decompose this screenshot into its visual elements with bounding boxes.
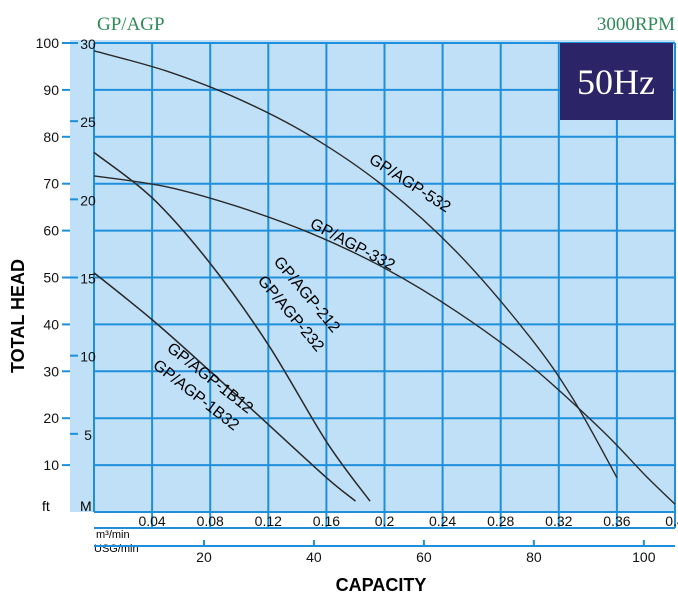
- chart-right-title: 3000RPM: [597, 14, 675, 35]
- chart-left-title: GP/AGP: [97, 14, 165, 35]
- x-axis-label: CAPACITY: [336, 575, 427, 595]
- curve-gp-agp-232: [93, 151, 371, 502]
- x-tick-label: 0.28: [487, 513, 514, 529]
- y-tick-label-m: 15: [80, 271, 96, 287]
- y-tick-label-ft: 30: [43, 363, 59, 379]
- x-tick-label: 0.16: [313, 513, 340, 529]
- y-tick-label-ft: 80: [43, 129, 59, 145]
- curve-gp-agp-1b32: [93, 272, 356, 502]
- curve-gp-agp-532: [93, 50, 618, 478]
- y-tick-label-m: 20: [80, 192, 96, 208]
- usg-tick-label: 40: [306, 549, 322, 565]
- y-tick-label-ft: 90: [43, 82, 59, 98]
- y-tick-label-ft: 10: [43, 457, 59, 473]
- y-tick-label-m: 25: [80, 114, 96, 130]
- usg-tick-label: 100: [632, 549, 656, 565]
- usg-tick-label: 20: [196, 549, 212, 565]
- x-tick-label: 0.04: [138, 513, 165, 529]
- y-ticks-m: 5 10 15 20 25 30: [70, 36, 96, 443]
- y-tick-label-ft: 50: [43, 270, 59, 286]
- x-tick-label: 0.4: [665, 513, 678, 529]
- y-axis-label: TOTAL HEAD: [8, 259, 28, 373]
- y-tick-label-ft: 70: [43, 176, 59, 192]
- y-tick-label-m: 10: [80, 349, 96, 365]
- unit-ft-label: ft: [42, 498, 50, 514]
- horizontal-gridlines: [94, 42, 675, 513]
- unit-m3min-label: m³/min: [96, 529, 130, 541]
- frequency-badge-bg: [560, 43, 673, 120]
- usg-tick-label: 60: [416, 549, 432, 565]
- x-tick-label: 0.2: [375, 513, 395, 529]
- x-tick-label: 0.24: [429, 513, 456, 529]
- x-tick-label: 0.08: [197, 513, 224, 529]
- performance-curves: [93, 50, 676, 505]
- x-tick-label: 0.36: [603, 513, 630, 529]
- y-tick-label-ft: 20: [43, 410, 59, 426]
- x-tick-label: 0.12: [255, 513, 282, 529]
- y-tick-label-ft: 40: [43, 316, 59, 332]
- curve-gp-agp-332: [93, 175, 676, 505]
- y-tick-label-m: 30: [80, 36, 96, 52]
- x-tick-label: 0.32: [545, 513, 572, 529]
- y-tick-label-ft: 60: [43, 223, 59, 239]
- x-ticks-m3min: 0.04 0.08 0.12 0.16 0.2 0.24 0.28 0.32 0.36 0.4: [138, 512, 678, 529]
- x-ticks-usgmin: 20 40 60 80 100: [196, 540, 656, 565]
- y-tick-label-m: 5: [84, 427, 92, 443]
- y-tick-label-ft: 100: [36, 35, 60, 51]
- usg-tick-label: 80: [526, 549, 542, 565]
- y-ticks-ft: 10 20 30 40 50 60 70 80 90 100: [36, 35, 70, 473]
- unit-m-label: M: [80, 498, 92, 514]
- unit-usgmin-label: USG/min: [94, 543, 139, 555]
- frequency-badge: 50Hz: [577, 62, 655, 102]
